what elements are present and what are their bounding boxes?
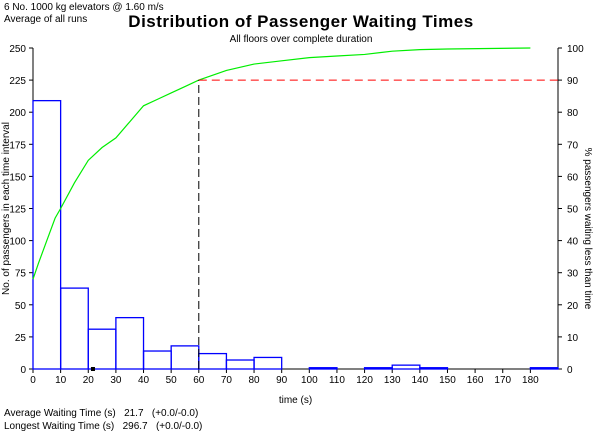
y2-axis-label: % passengers waiting less than time: [582, 148, 593, 310]
histogram-bar: [363, 367, 393, 370]
y-tick-label: 250: [9, 44, 26, 55]
y2-tick-label: 0: [567, 365, 573, 376]
elevator-config: 6 No. 1000 kg elevators @ 1.60 m/s: [4, 2, 164, 13]
y2-tick-label: 20: [567, 301, 579, 312]
y2-tick-label: 100: [567, 44, 584, 55]
max-value: 296.7: [122, 421, 148, 432]
y2-tick-label: 50: [567, 205, 579, 216]
histogram-bar: [115, 316, 145, 370]
x-tick-label: 170: [494, 375, 511, 386]
x-tick-label: 100: [301, 375, 318, 386]
x-tick-label: 0: [30, 375, 36, 386]
y2-tick-label: 40: [567, 237, 579, 248]
histogram-bar: [170, 345, 200, 370]
y2-tick-label: 60: [567, 172, 579, 183]
x-tick-label: 120: [356, 375, 373, 386]
x-tick-label: 160: [467, 375, 484, 386]
x-tick-label: 10: [55, 375, 67, 386]
y-tick-label: 100: [9, 237, 26, 248]
y-tick-label: 50: [15, 301, 27, 312]
histogram-bar: [419, 367, 449, 370]
y-tick-label: 150: [9, 172, 26, 183]
y-tick-label: 200: [9, 108, 26, 119]
histogram-bar: [253, 356, 283, 370]
max-range: (+0.0/-0.0): [155, 421, 203, 432]
y-tick-label: 0: [20, 365, 26, 376]
y2-tick-label: 70: [567, 140, 579, 151]
y-tick-label: 175: [9, 140, 26, 151]
average-marker: [90, 367, 95, 371]
cumulative-line: [32, 47, 531, 280]
y-tick-label: 225: [9, 76, 26, 87]
histogram-bar: [529, 367, 559, 370]
avg-value: 21.7: [124, 408, 144, 419]
longest-waiting-time: Longest Waiting Time (s) 296.7 (+0.0/-0.…: [4, 421, 202, 432]
x-tick-label: 70: [221, 375, 233, 386]
x-tick-label: 30: [110, 375, 122, 386]
y-tick-label: 75: [15, 269, 27, 280]
y2-tick-label: 30: [567, 269, 579, 280]
histogram-bar: [142, 350, 172, 370]
histogram-bar: [87, 328, 117, 370]
x-tick-label: 40: [138, 375, 150, 386]
x-tick-label: 50: [166, 375, 178, 386]
average-waiting-time: Average Waiting Time (s) 21.7 (+0.0/-0.0…: [4, 408, 198, 419]
histogram-bar: [32, 99, 62, 370]
y-tick-label: 25: [15, 333, 27, 344]
avg-label: Average Waiting Time (s): [4, 408, 116, 419]
x-tick-label: 90: [276, 375, 288, 386]
y2-tick-label: 10: [567, 333, 579, 344]
chart-subtitle: All floors over complete duration: [229, 34, 373, 45]
x-tick-label: 60: [193, 375, 205, 386]
histogram-bar: [59, 287, 89, 370]
x-tick-label: 110: [329, 375, 345, 386]
histogram-bar: [225, 359, 255, 370]
y2-tick-label: 90: [567, 76, 579, 87]
x-tick-label: 80: [248, 375, 260, 386]
x-axis-label: time (s): [279, 395, 312, 406]
x-tick-label: 140: [411, 375, 428, 386]
x-tick-label: 20: [83, 375, 95, 386]
chart-title: Distribution of Passenger Waiting Times: [128, 12, 474, 31]
x-tick-label: 150: [439, 375, 456, 386]
histogram-bar: [391, 364, 421, 370]
x-tick-label: 130: [384, 375, 401, 386]
y2-tick-label: 80: [567, 108, 579, 119]
x-tick-label: 180: [522, 375, 539, 386]
y-axis-label: No. of passengers in each time interval: [1, 122, 12, 295]
run-note: Average of all runs: [4, 14, 88, 25]
histogram-bar: [308, 367, 338, 370]
avg-range: (+0.0/-0.0): [151, 408, 199, 419]
y-tick-label: 125: [9, 205, 26, 216]
max-label: Longest Waiting Time (s): [4, 421, 115, 432]
histogram-bar: [198, 352, 228, 370]
